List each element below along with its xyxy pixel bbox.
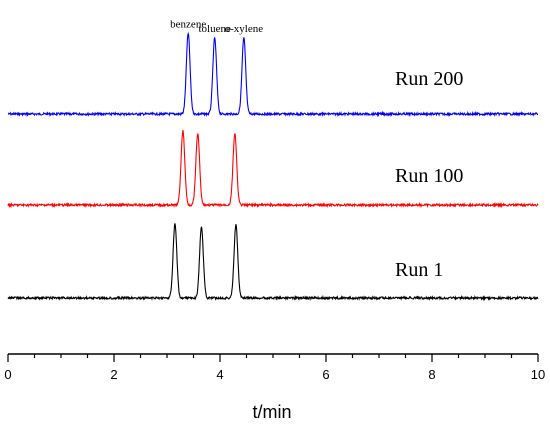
x-tick-label: 0 <box>4 367 11 382</box>
x-tick-label: 2 <box>110 367 117 382</box>
peak-label-benzene: benzene <box>170 18 206 30</box>
peak-label-toluene: toluene <box>199 23 231 35</box>
series-line-run-100 <box>7 129 539 209</box>
x-tick-label: 6 <box>322 367 329 382</box>
x-axis-title: t/min <box>252 402 291 422</box>
series-label-run-1: Run 1 <box>395 259 443 281</box>
series-line-run-1 <box>7 223 539 302</box>
x-tick-label: 8 <box>428 367 435 382</box>
x-tick-label: 4 <box>216 367 223 382</box>
series-line-run-200 <box>7 31 539 118</box>
series-label-run-200: Run 200 <box>395 68 463 90</box>
peak-label-o-xylene: o-xylene <box>225 23 264 35</box>
series-label-run-100: Run 100 <box>395 165 463 187</box>
x-axis: 0 2 4 6 8 10 <box>4 353 545 382</box>
series-layer <box>7 31 539 302</box>
x-tick-label: 10 <box>531 367 545 382</box>
